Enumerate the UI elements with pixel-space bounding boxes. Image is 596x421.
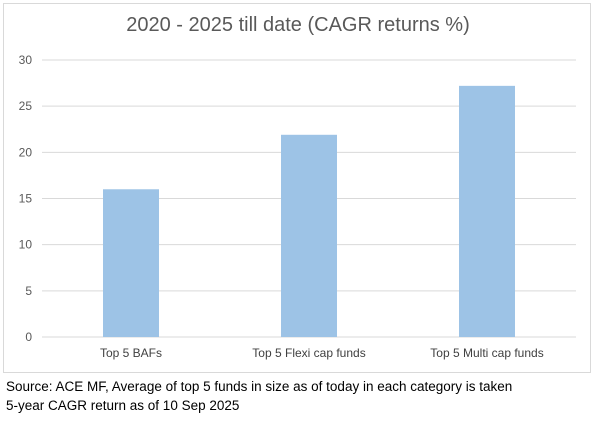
y-tick-label: 25: [19, 99, 33, 113]
source-line-2: 5-year CAGR return as of 10 Sep 2025: [6, 398, 240, 413]
x-axis-labels: Top 5 BAFs Top 5 Flexi cap funds Top 5 Mul…: [100, 346, 544, 360]
y-tick-label: 10: [19, 238, 33, 252]
y-tick-label: 15: [19, 192, 33, 206]
bar-2: [281, 134, 337, 337]
source-line-1: Source: ACE MF, Average of top 5 funds i…: [6, 379, 513, 394]
y-tick-label: 5: [25, 284, 32, 298]
x-category-label: Top 5 BAFs: [100, 346, 162, 360]
y-tick-label: 20: [19, 145, 33, 159]
x-category-label: Top 5 Multi cap funds: [430, 346, 543, 360]
bar-chart: 0 5 10 15 20 25 30 Top 5 BAFs Top 5 Flexi cap f…: [19, 53, 576, 360]
bar-1: [103, 189, 159, 337]
y-axis-ticks: 0 5 10 15 20 25 30: [19, 53, 33, 344]
y-tick-label: 30: [19, 53, 33, 67]
source-note: Source: ACE MF, Average of top 5 funds i…: [6, 377, 594, 415]
chart-title: 2020 - 2025 till date (CAGR returns %): [126, 14, 470, 36]
bars: [103, 85, 515, 337]
x-category-label: Top 5 Flexi cap funds: [252, 346, 365, 360]
y-tick-label: 0: [25, 330, 32, 344]
bar-3: [459, 85, 515, 337]
